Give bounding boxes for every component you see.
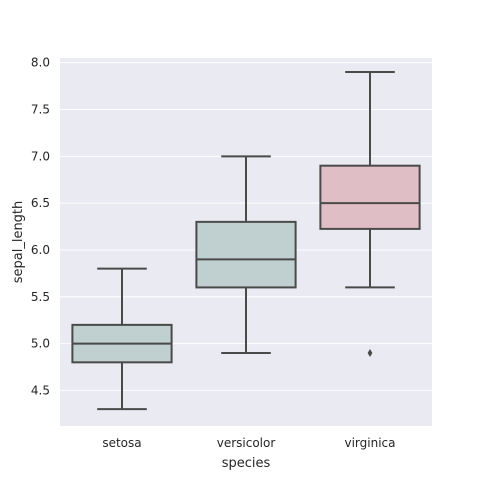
y-tick-label: 5.5 — [31, 290, 50, 304]
y-tick-label: 4.5 — [31, 383, 50, 397]
y-tick-label: 5.0 — [31, 337, 50, 351]
box-iqr — [319, 164, 421, 230]
y-tick-label: 7.5 — [31, 103, 50, 117]
y-tick-label: 8.0 — [31, 56, 50, 70]
x-tick-label: setosa — [102, 436, 141, 450]
x-tick-label: virginica — [345, 436, 396, 450]
boxes — [71, 71, 421, 411]
box-versicolor — [195, 155, 297, 354]
outlier-point — [367, 348, 373, 357]
x-tick-labels: setosa versicolor virginica — [102, 436, 395, 450]
y-tick-label: 6.5 — [31, 196, 50, 210]
x-axis-title: species — [222, 456, 271, 471]
box-virginica — [319, 71, 421, 357]
box-iqr — [195, 220, 297, 289]
x-tick-label: versicolor — [217, 436, 276, 450]
y-tick-labels: 4.5 5.0 5.5 6.0 6.5 7.0 7.5 8.0 — [31, 56, 50, 398]
y-axis-title: sepal_length — [11, 201, 26, 284]
y-tick-label: 7.0 — [31, 149, 50, 163]
box-setosa — [71, 267, 173, 411]
y-tick-label: 6.0 — [31, 243, 50, 257]
